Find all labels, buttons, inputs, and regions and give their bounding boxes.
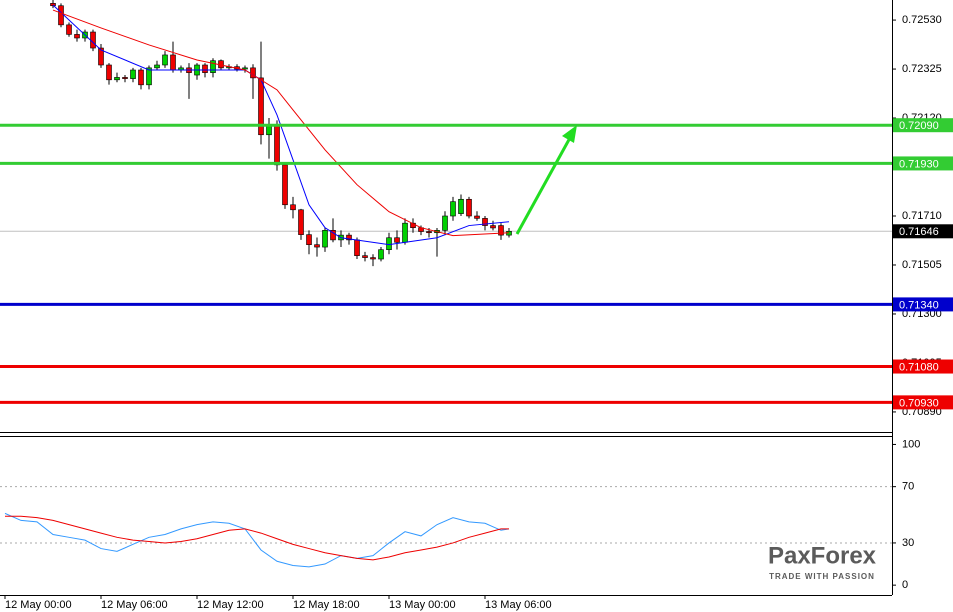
candle-body <box>146 67 152 86</box>
y2-tick-label: 0 <box>902 579 908 591</box>
x-tick-label: 13 May 06:00 <box>485 599 552 611</box>
candle-body <box>442 215 448 231</box>
candle-body <box>58 5 64 26</box>
candle-body <box>322 230 328 248</box>
level-label-box <box>893 395 953 410</box>
candle-body <box>90 31 96 49</box>
candle-body <box>330 230 336 241</box>
candle-body <box>74 34 80 39</box>
y-tick-label: 0.72530 <box>902 14 942 26</box>
level-label: 0.70930 <box>899 397 939 409</box>
forecast-arrow-head <box>562 125 577 143</box>
x-tick-label: 12 May 12:00 <box>197 599 264 611</box>
level-label-box <box>893 156 953 171</box>
level-label: 0.71930 <box>899 158 939 170</box>
logo-name: PaxForex <box>768 542 877 569</box>
oscillator-line <box>5 515 509 561</box>
candle-body <box>362 255 368 258</box>
candle-body <box>242 67 248 70</box>
level-label-box <box>893 359 953 374</box>
y-tick-label: 0.71505 <box>902 259 942 271</box>
level-label: 0.71080 <box>899 361 939 373</box>
candle-body <box>274 124 280 166</box>
candle-body <box>130 69 136 79</box>
candle-body <box>306 234 312 245</box>
candle-body <box>314 244 320 248</box>
candle-body <box>114 77 120 81</box>
candle-body <box>474 215 480 219</box>
last-price-box <box>893 224 953 239</box>
candle-body <box>66 24 72 35</box>
x-tick-label: 12 May 18:00 <box>293 599 360 611</box>
last-price-label: 0.71646 <box>899 226 939 238</box>
candle-body <box>346 234 352 241</box>
candle-body <box>162 54 168 66</box>
level-label-box <box>893 297 953 312</box>
x-tick-label: 12 May 06:00 <box>101 599 168 611</box>
candle-body <box>370 257 376 260</box>
x-tick-label: 12 May 00:00 <box>5 599 72 611</box>
candle-body <box>354 239 360 256</box>
candle-body <box>122 77 128 79</box>
y-tick-label: 0.72325 <box>902 63 942 75</box>
candle-body <box>378 249 384 260</box>
candle-body <box>458 198 464 214</box>
y2-tick-label: 70 <box>902 481 914 493</box>
y2-tick-label: 30 <box>902 537 914 549</box>
candle-body <box>210 60 216 73</box>
candle-body <box>106 64 112 81</box>
candle-body <box>402 222 408 243</box>
candle-body <box>450 201 456 217</box>
x-tick-label: 13 May 00:00 <box>389 599 456 611</box>
logo-tagline: TRADE WITH PASSION <box>769 572 875 581</box>
level-label: 0.72090 <box>899 120 939 132</box>
candle-body <box>202 64 208 73</box>
candle-body <box>282 164 288 206</box>
candle-body <box>466 198 472 217</box>
candle-body <box>490 225 496 229</box>
candle-body <box>154 64 160 69</box>
moving-average <box>52 9 510 237</box>
oscillator-line <box>4 512 510 568</box>
y-tick-label: 0.71710 <box>902 210 942 222</box>
candle-body <box>50 3 56 7</box>
candle-body <box>386 237 392 250</box>
candle-body <box>498 225 504 236</box>
candle-body <box>98 47 104 66</box>
candle-body <box>394 237 400 243</box>
candle-body <box>482 218 488 226</box>
candle-body <box>290 204 296 211</box>
forecast-arrow <box>515 135 573 235</box>
candle-body <box>426 231 432 234</box>
level-label: 0.71340 <box>899 299 939 311</box>
candle-body <box>170 54 176 71</box>
candle-body <box>258 77 264 136</box>
moving-average <box>52 4 510 246</box>
candle-body <box>298 209 304 235</box>
y2-tick-label: 100 <box>902 438 920 450</box>
candle-body <box>138 69 144 86</box>
level-label-box <box>893 118 953 133</box>
